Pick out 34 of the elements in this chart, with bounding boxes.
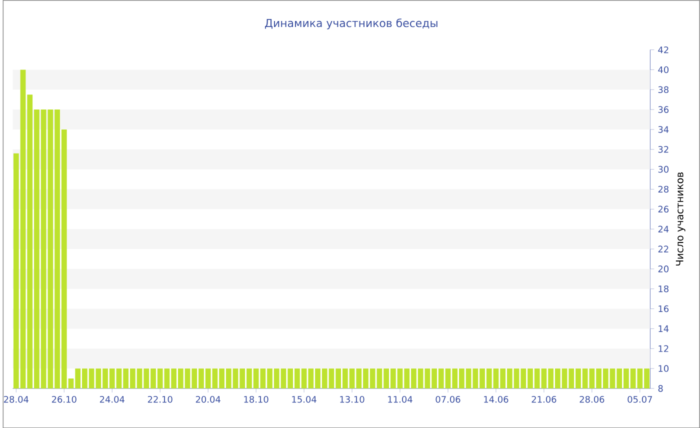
- y-tick-label: 20: [658, 265, 669, 272]
- x-tick-label: 05.07: [628, 396, 652, 403]
- x-tick-label: 28.04: [4, 396, 28, 403]
- x-tick-label: 13.10: [340, 396, 364, 403]
- x-tick-label: 26.10: [52, 396, 76, 403]
- y-tick-label: 38: [658, 86, 668, 93]
- y-tick-label: 14: [658, 325, 669, 332]
- y-tick-label: 40: [658, 66, 669, 73]
- y-tick-label: 16: [658, 305, 669, 312]
- x-tick-label: 11.04: [388, 396, 412, 403]
- y-tick-label: 8: [658, 384, 663, 392]
- x-tick-label: 15.04: [292, 396, 316, 403]
- y-tick-label: 12: [658, 345, 668, 352]
- x-tick-label: 22.10: [148, 396, 172, 403]
- x-tick-label: 07.06: [436, 396, 460, 403]
- y-tick-label: 30: [658, 166, 669, 173]
- y-tick-label: 18: [658, 285, 668, 292]
- x-tick-label: 28.06: [580, 396, 604, 403]
- x-tick-label: 14.06: [484, 396, 508, 403]
- y-tick-label: 42: [658, 46, 668, 53]
- y-tick-label: 24: [658, 226, 669, 232]
- y-tick-label: 28: [658, 186, 668, 192]
- y-tick-label: 36: [658, 106, 669, 113]
- y-tick-label: 26: [658, 206, 669, 212]
- chart-title: Динамика участников беседы: [264, 18, 438, 30]
- x-tick-label: 18.10: [244, 396, 268, 403]
- y-tick-label: 34: [658, 126, 669, 133]
- y-tick-label: 32: [658, 146, 668, 153]
- y-axis-title: Число участников: [676, 172, 686, 266]
- x-tick-label: 20.04: [196, 396, 220, 403]
- x-tick-label: 21.06: [532, 396, 556, 403]
- x-tick-label: 24.04: [100, 396, 124, 403]
- y-tick-label: 10: [658, 365, 669, 372]
- y-tick-label: 22: [658, 246, 668, 252]
